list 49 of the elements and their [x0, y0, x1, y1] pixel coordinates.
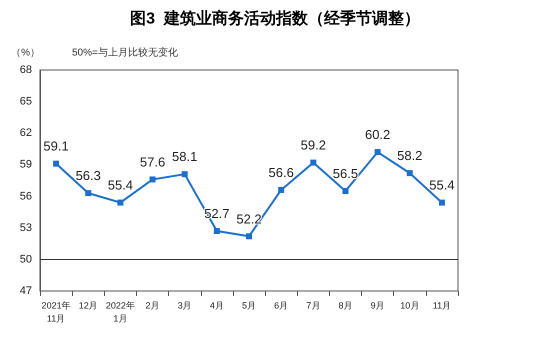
x-tick-label: 12月	[78, 300, 98, 310]
y-axis-title: （%）	[11, 48, 40, 58]
x-tick-label: 2021年 11月	[42, 300, 71, 324]
x-tick-label: 6月	[274, 300, 288, 310]
point	[150, 176, 156, 182]
x-tick-label: 3月	[178, 300, 192, 310]
data-label: 52.2	[236, 211, 262, 226]
data-label: 56.3	[76, 168, 101, 184]
point	[117, 200, 124, 206]
data-label: 58.2	[397, 148, 422, 164]
point	[310, 160, 316, 166]
x-tick-label: 9月	[370, 300, 385, 310]
data-label: 56.5	[332, 166, 358, 182]
point	[278, 186, 284, 193]
y-tick-label: 68	[20, 64, 32, 76]
data-label: 59.2	[300, 138, 326, 153]
y-tick-label: 53	[20, 222, 32, 234]
y-tick-label: 59	[20, 158, 32, 171]
data-label: 60.2	[364, 127, 390, 142]
y-tick-label: 65	[20, 96, 32, 108]
point	[53, 160, 60, 167]
x-tick-label: 7月	[306, 300, 320, 310]
x-tick-label: 10月	[400, 300, 420, 310]
point	[438, 200, 445, 206]
data-label: 59.1	[43, 138, 69, 154]
data-label: 55.4	[429, 178, 455, 193]
x-tick-label: 5月	[242, 300, 256, 310]
point	[214, 228, 220, 234]
y-tick-label: 47	[20, 285, 32, 297]
y-tick-label: 50	[20, 253, 32, 266]
x-tick-label: 11月	[432, 300, 452, 310]
data-label: 58.1	[172, 149, 198, 164]
point	[182, 171, 188, 178]
x-tick-label: 8月	[338, 300, 352, 310]
data-label: 55.4	[108, 178, 134, 193]
chart-title: 图3 建筑业商务活动指数（经季节调整）	[130, 10, 420, 28]
x-tick-label: 4月	[210, 300, 224, 310]
data-label: 56.6	[268, 164, 294, 180]
y-tick-label: 62	[20, 127, 32, 140]
point	[342, 188, 348, 194]
point	[374, 149, 381, 156]
text: 50%=与上月比较无变化	[72, 46, 178, 58]
point	[406, 170, 413, 176]
y-tick-label: 56	[20, 190, 32, 202]
x-tick-label: 2022年 1月	[106, 300, 135, 324]
data-label: 57.6	[140, 154, 166, 170]
x-tick-label: 2月	[146, 300, 160, 310]
point	[85, 190, 92, 196]
point	[246, 233, 252, 240]
